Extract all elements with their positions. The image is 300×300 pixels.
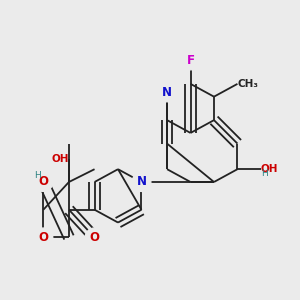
Circle shape (181, 51, 200, 70)
Text: CH₃: CH₃ (238, 79, 259, 89)
Circle shape (34, 228, 53, 247)
Text: F: F (187, 54, 194, 67)
Circle shape (34, 172, 53, 191)
Text: O: O (89, 231, 100, 244)
Text: H: H (261, 169, 268, 178)
Circle shape (85, 228, 104, 247)
Text: OH: OH (261, 164, 278, 174)
Circle shape (158, 83, 176, 102)
Text: H: H (34, 171, 41, 180)
Text: OH: OH (51, 154, 69, 164)
Text: O: O (38, 176, 48, 188)
Text: O: O (38, 231, 48, 244)
Text: N: N (162, 86, 172, 99)
Text: N: N (136, 176, 146, 188)
Circle shape (132, 172, 151, 191)
